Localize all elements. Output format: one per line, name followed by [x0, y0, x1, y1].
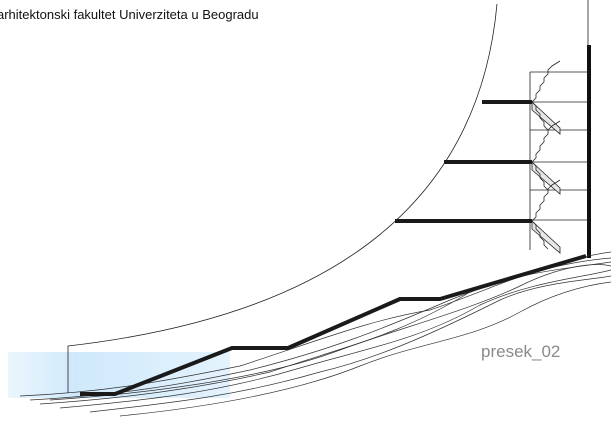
- header-title: arhitektonski fakultet Univerziteta u Be…: [0, 7, 259, 22]
- structure: [395, 45, 589, 258]
- section-label: presek_02: [481, 342, 560, 361]
- section-drawing: arhitektonski fakultet Univerziteta u Be…: [0, 0, 611, 423]
- outer-shell: [68, 4, 497, 393]
